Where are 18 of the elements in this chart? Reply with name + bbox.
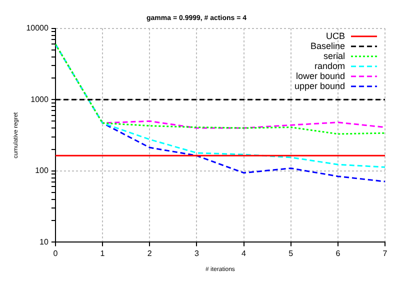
legend-label: upper bound bbox=[294, 80, 345, 91]
x-tick-label: 7 bbox=[382, 249, 388, 258]
y-tick-label: 1000 bbox=[30, 94, 49, 104]
x-tick-label: 4 bbox=[242, 249, 247, 258]
legend-label: UCB bbox=[326, 30, 345, 41]
x-tick-label: 1 bbox=[100, 249, 106, 258]
y-tick-label: 100 bbox=[35, 166, 49, 176]
y-tick-label: 10 bbox=[40, 237, 49, 246]
x-tick-label: 0 bbox=[53, 249, 58, 258]
x-tick-label: 6 bbox=[336, 249, 341, 258]
x-tick-label: 2 bbox=[147, 249, 152, 258]
y-tick-label: 10000 bbox=[26, 24, 49, 33]
legend-label: Baseline bbox=[310, 40, 345, 51]
legend-label: serial bbox=[323, 50, 345, 61]
x-tick-label: 3 bbox=[194, 249, 200, 258]
legend-label: random bbox=[314, 60, 345, 71]
x-tick-label: 5 bbox=[288, 249, 294, 258]
legend-label: lower bound bbox=[296, 70, 345, 81]
